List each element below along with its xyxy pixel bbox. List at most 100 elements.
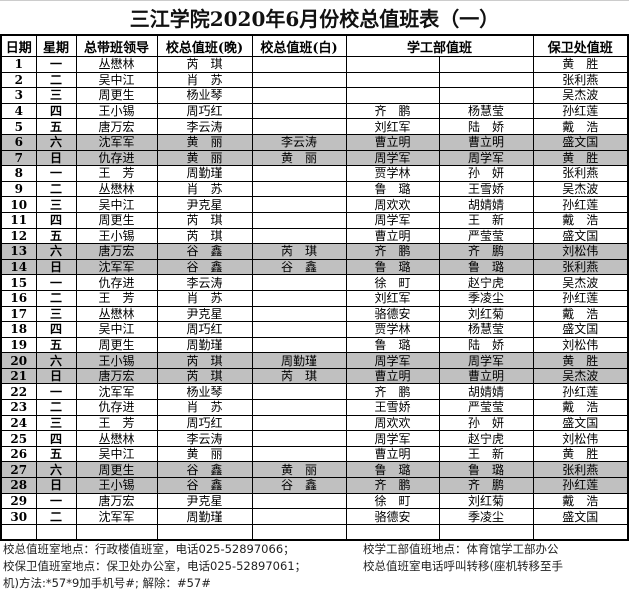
security-cell: 张利燕 bbox=[532, 71, 629, 89]
leader-cell: 王小锡 bbox=[75, 477, 158, 494]
night-duty-cell: 谷 鑫 bbox=[156, 477, 253, 494]
student-affairs-cell-1: 骆德安 bbox=[345, 305, 440, 323]
day-duty-cell bbox=[251, 71, 347, 89]
weekday-cell: 一 bbox=[35, 383, 77, 401]
date-cell: 16 bbox=[0, 289, 37, 307]
night-duty-cell: 芮 琪 bbox=[156, 211, 253, 229]
date-cell: 7 bbox=[0, 149, 37, 167]
weekday-cell: 五 bbox=[35, 227, 77, 245]
student-affairs-cell-2: 陆 娇 bbox=[438, 336, 534, 354]
day-duty-cell: 李云涛 bbox=[251, 133, 347, 151]
student-affairs-cell-1: 周欢欢 bbox=[345, 196, 440, 213]
night-duty-cell: 谷 鑫 bbox=[156, 243, 253, 260]
weekday-cell: 一 bbox=[35, 165, 77, 182]
day-duty-cell: 周勤瑾 bbox=[251, 352, 347, 369]
student-affairs-cell-2 bbox=[438, 56, 534, 73]
night-duty-cell: 李云涛 bbox=[156, 274, 253, 291]
table-row: 22 一沈军军 杨业琴 齐 鹏胡婧婧 孙红莲 bbox=[0, 383, 629, 401]
student-affairs-cell-2: 刘红菊 bbox=[438, 492, 534, 510]
student-affairs-cell-2: 曹立明 bbox=[438, 133, 534, 151]
night-duty-cell: 杨业琴 bbox=[156, 87, 253, 104]
table-row: 12 五王小锡芮 琪 曹立明 严莹莹 盛文国 bbox=[0, 227, 629, 245]
day-duty-cell bbox=[251, 508, 347, 525]
security-cell: 孙红莲 bbox=[532, 289, 629, 307]
date-cell: 24 bbox=[0, 414, 37, 432]
weekday-cell: 三 bbox=[35, 305, 77, 323]
night-duty-cell: 周巧红 bbox=[156, 414, 253, 432]
student-affairs-cell-2: 严莹莹 bbox=[438, 227, 534, 245]
security-cell: 张利燕 bbox=[532, 461, 629, 479]
day-duty-cell bbox=[251, 118, 347, 135]
security-cell: 盛文国 bbox=[532, 133, 629, 151]
date-cell: 3 bbox=[0, 87, 37, 104]
leader-cell: 周更生 bbox=[75, 461, 158, 479]
table-row: 11 四周更生芮 琪 周学军王 新戴 浩 bbox=[0, 211, 629, 229]
night-duty-cell: 芮 琪 bbox=[156, 56, 253, 73]
table-row: 15 一仇存进 李云涛 徐 町赵宁虎 吴杰波 bbox=[0, 274, 629, 291]
weekday-cell: 一 bbox=[35, 274, 77, 291]
security-cell: 吴杰波 bbox=[532, 87, 629, 104]
leader-cell: 王小锡 bbox=[75, 102, 158, 120]
date-cell: 23 bbox=[0, 399, 37, 416]
security-cell: 盛文国 bbox=[532, 321, 629, 338]
leader-cell: 唐万宏 bbox=[75, 492, 158, 510]
weekday-cell: 日 bbox=[35, 367, 77, 385]
night-duty-cell: 尹克星 bbox=[156, 492, 253, 510]
date-cell: 19 bbox=[0, 336, 37, 354]
table-row: 23 二仇存进肖 苏 王雪娇 严莹莹戴 浩 bbox=[0, 399, 629, 416]
leader-cell: 唐万宏 bbox=[75, 243, 158, 260]
empty-cell bbox=[0, 523, 37, 541]
night-duty-cell: 芮 琪 bbox=[156, 227, 253, 245]
leader-cell: 吴中江 bbox=[75, 71, 158, 89]
date-cell: 10 bbox=[0, 196, 37, 213]
day-duty-cell bbox=[251, 102, 347, 120]
security-cell: 孙红莲 bbox=[532, 477, 629, 494]
night-duty-cell: 肖 苏 bbox=[156, 180, 253, 198]
leader-cell: 周更生 bbox=[75, 211, 158, 229]
weekday-cell: 二 bbox=[35, 399, 77, 416]
security-cell: 吴杰波 bbox=[532, 180, 629, 198]
day-duty-cell bbox=[251, 196, 347, 213]
security-cell: 黄 胜 bbox=[532, 352, 629, 369]
date-cell: 28 bbox=[0, 477, 37, 494]
day-duty-cell bbox=[251, 383, 347, 401]
weekday-cell: 五 bbox=[35, 336, 77, 354]
header-security: 保卫处值班 bbox=[532, 34, 629, 57]
day-duty-cell: 黄 丽 bbox=[251, 461, 347, 479]
student-affairs-cell-1: 鲁 璐 bbox=[345, 461, 440, 479]
date-cell: 26 bbox=[0, 445, 37, 463]
weekday-cell: 三 bbox=[35, 414, 77, 432]
table-row: 13 六唐万宏谷 鑫芮 琪齐 鹏齐 鹏刘松伟 bbox=[0, 243, 629, 260]
student-affairs-cell-1: 曹立明 bbox=[345, 133, 440, 151]
student-affairs-cell-1: 齐 鹏 bbox=[345, 383, 440, 401]
table-row: 5 五唐万宏 李云涛 刘红军陆 娇戴 浩 bbox=[0, 118, 629, 135]
student-affairs-cell-2: 周学军 bbox=[438, 149, 534, 167]
date-cell: 18 bbox=[0, 321, 37, 338]
student-affairs-cell-2 bbox=[438, 71, 534, 89]
table-row: 29 一唐万宏 尹克星 徐 町刘红菊戴 浩 bbox=[0, 492, 629, 510]
student-affairs-cell-1 bbox=[345, 56, 440, 73]
leader-cell: 王小锡 bbox=[75, 227, 158, 245]
leader-cell: 吴中江 bbox=[75, 196, 158, 213]
student-affairs-cell-2: 孙 妍 bbox=[438, 414, 534, 432]
date-cell: 2 bbox=[0, 71, 37, 89]
date-cell: 21 bbox=[0, 367, 37, 385]
student-affairs-cell-1: 鲁 璐 bbox=[345, 258, 440, 276]
student-affairs-cell-1: 周欢欢 bbox=[345, 414, 440, 432]
leader-cell: 沈军军 bbox=[75, 383, 158, 401]
date-cell: 12 bbox=[0, 227, 37, 245]
night-duty-cell: 杨业琴 bbox=[156, 383, 253, 401]
table-row: 3 三周更生 杨业琴 吴杰波 bbox=[0, 87, 629, 104]
weekday-cell: 四 bbox=[35, 321, 77, 338]
date-cell: 29 bbox=[0, 492, 37, 510]
table-row: 27 六周更生谷 鑫黄 丽鲁 璐鲁 璐张利燕 bbox=[0, 461, 629, 479]
student-affairs-cell-2: 孙 妍 bbox=[438, 165, 534, 182]
night-duty-cell: 周巧红 bbox=[156, 321, 253, 338]
security-cell: 黄 胜 bbox=[532, 149, 629, 167]
leader-cell: 丛懋林 bbox=[75, 56, 158, 73]
night-duty-cell: 谷 鑫 bbox=[156, 461, 253, 479]
weekday-cell: 四 bbox=[35, 211, 77, 229]
student-affairs-cell-2: 鲁 璐 bbox=[438, 258, 534, 276]
student-affairs-cell-2: 齐 鹏 bbox=[438, 243, 534, 260]
